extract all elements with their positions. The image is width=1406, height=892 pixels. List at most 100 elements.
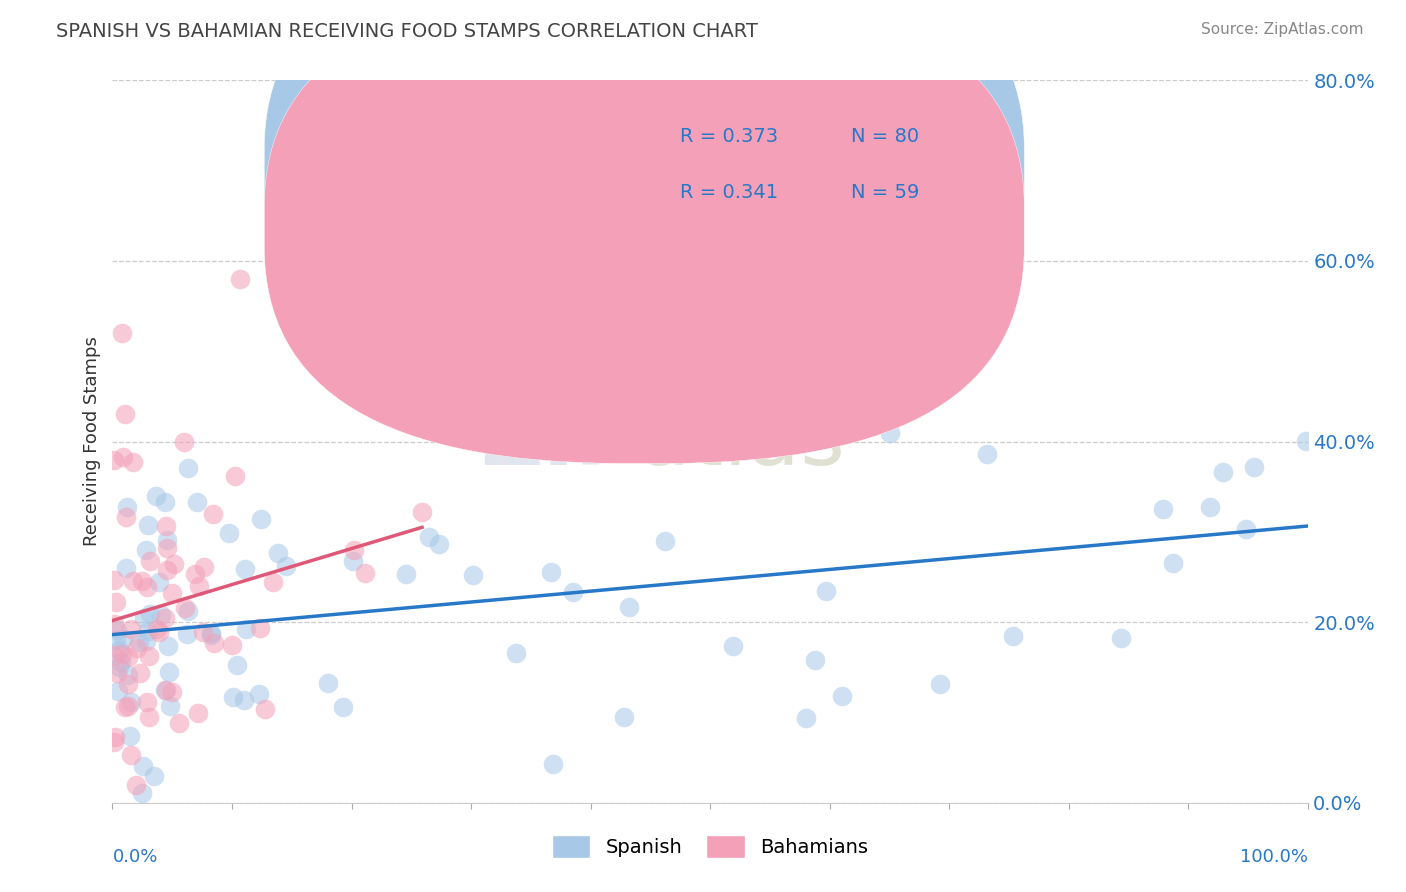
Point	[138, 709, 160, 723]
Point	[1212, 465, 1234, 479]
Point	[127, 640, 149, 655]
FancyBboxPatch shape	[603, 98, 1010, 221]
Point	[153, 682, 176, 697]
Point	[815, 584, 838, 599]
Point	[155, 533, 177, 547]
Point	[115, 510, 138, 524]
Point	[136, 624, 159, 639]
Point	[157, 640, 180, 654]
Point	[613, 710, 636, 724]
Point	[104, 731, 127, 745]
Point	[103, 648, 125, 663]
Point	[120, 623, 142, 637]
Text: ZIP: ZIP	[481, 400, 638, 483]
Point	[804, 653, 827, 667]
Point	[103, 734, 125, 748]
Point	[115, 500, 138, 515]
Point	[131, 786, 153, 800]
Point	[200, 626, 222, 640]
Point	[117, 676, 139, 690]
Point	[114, 561, 136, 575]
Point	[148, 574, 170, 589]
Point	[135, 695, 157, 709]
Point	[354, 566, 377, 581]
Point	[120, 695, 142, 709]
Point	[135, 634, 157, 648]
Point	[249, 512, 271, 526]
Point	[107, 643, 129, 657]
Point	[1199, 500, 1222, 514]
Point	[139, 554, 162, 568]
Point	[879, 425, 901, 440]
Point	[229, 272, 252, 286]
Point	[262, 575, 284, 590]
Point	[543, 757, 565, 772]
Point	[1109, 631, 1132, 645]
Point	[1234, 523, 1257, 537]
Point	[187, 579, 209, 593]
Point	[107, 683, 129, 698]
Point	[177, 604, 200, 618]
Point	[108, 660, 131, 674]
Point	[183, 566, 205, 581]
Point	[159, 698, 181, 713]
Point	[218, 526, 240, 541]
Point	[132, 611, 155, 625]
Point	[1161, 557, 1184, 571]
Point	[120, 729, 142, 743]
Point	[111, 648, 134, 662]
Point	[105, 665, 128, 680]
Point	[186, 495, 208, 509]
Text: 0.0%: 0.0%	[112, 848, 157, 866]
Text: atlas: atlas	[638, 400, 846, 483]
Point	[342, 554, 364, 568]
Point	[155, 518, 177, 533]
Point	[156, 541, 179, 556]
Point	[235, 622, 257, 636]
Point	[150, 607, 173, 622]
Point	[232, 692, 254, 706]
Point	[173, 434, 195, 449]
Point	[617, 600, 640, 615]
FancyBboxPatch shape	[264, 0, 1025, 406]
Point	[1152, 502, 1174, 516]
Point	[132, 758, 155, 772]
Point	[131, 574, 153, 589]
Point	[103, 617, 125, 632]
Point	[121, 574, 143, 588]
Point	[135, 543, 157, 558]
Point	[117, 668, 139, 682]
Point	[177, 460, 200, 475]
Point	[128, 635, 150, 649]
Point	[153, 611, 176, 625]
Point	[463, 568, 485, 582]
Point	[976, 447, 998, 461]
Point	[224, 469, 246, 483]
Point	[145, 489, 167, 503]
Point	[160, 586, 183, 600]
Point	[148, 624, 170, 639]
Point	[156, 563, 179, 577]
Point	[253, 702, 276, 716]
Point	[103, 573, 125, 587]
Text: SPANISH VS BAHAMIAN RECEIVING FOOD STAMPS CORRELATION CHART: SPANISH VS BAHAMIAN RECEIVING FOOD STAMP…	[56, 22, 758, 41]
Point	[1001, 629, 1024, 643]
Point	[169, 715, 191, 730]
Point	[723, 639, 745, 653]
Text: 100.0%: 100.0%	[1240, 848, 1308, 866]
Point	[136, 580, 159, 594]
Point	[249, 621, 271, 635]
Point	[103, 452, 125, 467]
Point	[176, 627, 198, 641]
Point	[153, 495, 176, 509]
Point	[155, 682, 177, 697]
Point	[193, 559, 215, 574]
Point	[104, 633, 127, 648]
Point	[112, 632, 135, 647]
Point	[226, 658, 249, 673]
Point	[1243, 460, 1265, 475]
Point	[221, 690, 243, 705]
Point	[343, 542, 366, 557]
Point	[316, 675, 339, 690]
Point	[427, 537, 450, 551]
